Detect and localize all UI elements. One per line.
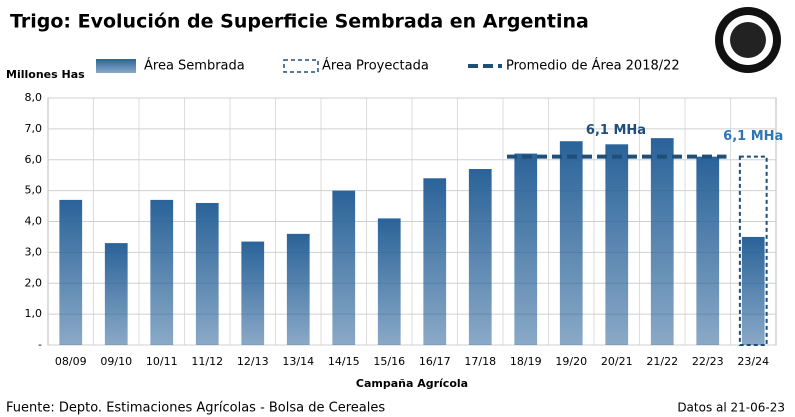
y-tick-label: - (38, 338, 42, 351)
logo (715, 7, 781, 73)
y-tick-label: 1,0 (25, 307, 43, 320)
x-tick-label: 20/21 (601, 355, 633, 368)
x-tick-label: 19/20 (555, 355, 587, 368)
bar (332, 190, 356, 345)
y-tick-label: 7,0 (25, 122, 43, 135)
legend-label: Promedio de Área 2018/22 (506, 58, 680, 74)
annotation: 6,1 MHa (723, 129, 783, 144)
bar (377, 218, 401, 345)
x-tick-label: 08/09 (55, 355, 87, 368)
source: Fuente: Depto. Estimaciones Agrícolas - … (6, 401, 385, 416)
bar (559, 141, 583, 345)
bar (150, 199, 174, 345)
bar (286, 233, 310, 345)
date-note: Datos al 21-06-23 (677, 401, 785, 415)
bar (423, 178, 447, 345)
x-tick-label: 17/18 (464, 355, 496, 368)
legend-label: Área Sembrada (144, 58, 245, 74)
x-axis-label: Campaña Agrícola (356, 377, 468, 390)
y-tick-label: 6,0 (25, 153, 43, 166)
annotation: 6,1 MHa (586, 123, 646, 138)
y-tick-label: 3,0 (25, 245, 43, 258)
bar (696, 156, 720, 345)
bar (104, 243, 128, 345)
bar (741, 236, 765, 345)
x-tick-label: 10/11 (146, 355, 178, 368)
bar (195, 202, 219, 345)
x-tick-label: 12/13 (237, 355, 269, 368)
x-tick-label: 16/17 (419, 355, 451, 368)
bar (650, 138, 674, 345)
bar (605, 144, 629, 345)
legend-label: Área Proyectada (322, 58, 429, 74)
legend-swatch (283, 59, 319, 73)
y-tick-label: 8,0 (25, 91, 43, 104)
x-tick-label: 13/14 (282, 355, 314, 368)
x-tick-label: 22/23 (692, 355, 724, 368)
x-tick-label: 23/24 (737, 355, 769, 368)
x-tick-label: 18/19 (510, 355, 542, 368)
x-tick-label: 14/15 (328, 355, 360, 368)
bar (59, 199, 83, 345)
bar (241, 241, 265, 345)
y-tick-label: 4,0 (25, 215, 43, 228)
legend-swatch (96, 59, 136, 73)
bar (468, 169, 492, 345)
y-axis-label: Millones Has (6, 68, 85, 81)
bar (514, 153, 538, 345)
x-tick-label: 21/22 (646, 355, 678, 368)
x-tick-label: 11/12 (191, 355, 223, 368)
y-tick-label: 5,0 (25, 184, 43, 197)
y-tick-label: 2,0 (25, 276, 43, 289)
projected-bar (738, 155, 768, 346)
x-tick-label: 15/16 (373, 355, 405, 368)
x-tick-label: 09/10 (100, 355, 132, 368)
chart-title: Trigo: Evolución de Superficie Sembrada … (10, 11, 589, 33)
